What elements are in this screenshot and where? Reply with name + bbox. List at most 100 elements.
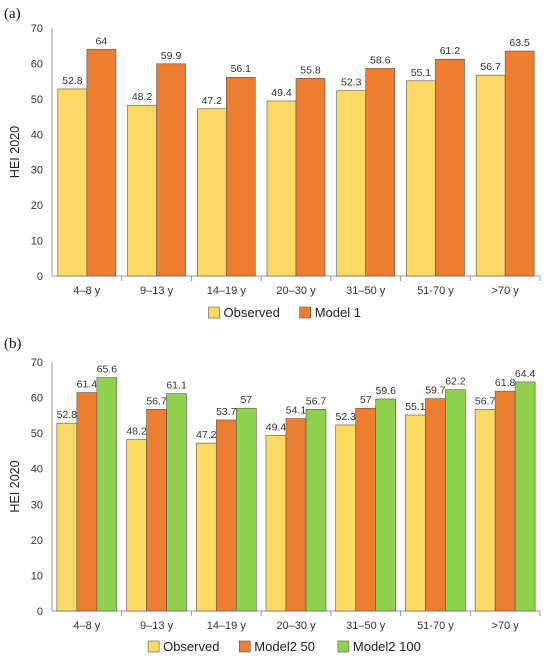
data-label: 55.8 [300,64,321,76]
data-label: 48.2 [126,426,147,438]
x-tick-label: 14–19 y [207,620,247,632]
bar [126,439,147,612]
x-tick-label: 9–13 y [140,285,174,297]
x-tick-label: >70 y [492,620,520,632]
data-label: 59.6 [375,385,396,397]
bar [86,48,117,277]
legend-label: Observed [224,305,280,320]
y-tick-label: 10 [31,570,43,582]
legend-label: Model2 100 [353,639,421,654]
legend-label: Observed [163,639,219,654]
data-label: 56.7 [475,395,496,407]
bar [57,88,88,277]
data-label: 52.8 [57,409,78,421]
y-tick-label: 70 [31,23,43,35]
y-tick-label: 10 [31,236,43,248]
bar [475,74,506,277]
x-tick-label: 4–8 y [73,620,100,632]
x-tick-label: 14–19 y [207,285,247,297]
data-label: 58.6 [370,54,391,66]
bar [494,390,516,612]
bar [425,398,446,612]
x-tick-label: 9–13 y [140,620,174,632]
y-tick-label: 50 [31,428,43,440]
panel-label: (a) [4,6,21,22]
x-tick-label: >70 y [492,285,520,297]
data-label: 52.3 [335,411,356,423]
x-tick-label: 31–50 y [346,620,386,632]
bar [474,409,496,612]
data-label: 47.2 [196,429,217,441]
data-label: 61.1 [166,380,187,392]
y-axis-label: HEI 2020 [8,460,22,512]
bar [195,442,217,612]
data-label: 64.4 [515,368,536,380]
bar [96,377,118,612]
bar [127,104,157,277]
data-label: 52.3 [341,77,362,89]
bar [355,407,377,612]
x-tick-label: 20–30 y [276,620,316,632]
bar [336,90,367,277]
y-tick-label: 30 [31,165,43,177]
bar [335,424,357,612]
panel-label: (b) [4,336,22,352]
x-tick-label: 51-70 y [417,285,454,297]
data-label: 55.1 [411,67,432,79]
y-tick-label: 0 [37,271,43,283]
legend-swatch [208,306,220,319]
legend-label: Model2 50 [254,639,315,654]
y-tick-label: 60 [31,393,43,405]
data-label: 64 [96,35,108,47]
x-tick-label: 31–50 y [346,285,386,297]
y-tick-label: 0 [37,606,43,618]
bar [405,414,426,612]
chart-panel-a: (a) HEI 2020 0 10 20 30 40 50 60 70 4–8 y 52.8 64 9–1… [4,6,541,320]
y-axis-label: HEI 2020 [8,126,22,178]
data-label: 61.2 [440,45,461,57]
data-label: 56.7 [306,395,327,407]
y-tick-label: 20 [31,200,43,212]
bar [265,434,287,612]
data-label: 54.1 [286,405,307,417]
y-tick-label: 20 [31,535,43,547]
data-label: 52.8 [62,75,83,87]
data-label: 61.4 [77,379,98,391]
data-label: 56.1 [231,63,252,75]
bar [235,407,257,612]
bar [56,422,78,612]
x-tick-label: 20–30 y [276,285,316,297]
y-tick-label: 50 [31,94,43,106]
data-label: 49.4 [266,421,287,433]
data-label: 57 [240,394,252,406]
bar [504,50,535,277]
data-label: 59.9 [161,50,182,62]
legend-swatch [239,640,251,653]
legend-swatch [299,306,312,319]
data-label: 53.7 [216,406,237,418]
bar [215,419,237,612]
bar [295,78,326,277]
bar [285,418,307,612]
data-label: 56.7 [146,395,167,407]
bar [156,63,186,277]
bar [196,108,227,277]
y-tick-label: 70 [31,357,43,369]
y-tick-label: 60 [31,58,43,70]
bar [406,80,436,277]
legend-swatch [147,640,160,653]
bar [266,100,297,277]
data-label: 62.2 [445,376,466,388]
data-label: 61.8 [495,377,516,389]
bar [365,68,396,277]
data-label: 59.7 [425,385,446,397]
x-tick-label: 51-70 y [417,620,454,632]
data-label: 47.2 [202,95,223,107]
data-label: 48.2 [132,91,153,103]
chart-panel-b: (b) HEI 2020 0 10 20 30 40 50 60 70 4–8 y 52.8 61.4 6… [4,336,541,654]
data-label: 49.4 [271,87,292,99]
data-label: 63.5 [509,37,530,49]
legend-label: Model 1 [315,305,361,320]
y-tick-label: 40 [31,464,43,476]
data-label: 57 [360,394,372,406]
